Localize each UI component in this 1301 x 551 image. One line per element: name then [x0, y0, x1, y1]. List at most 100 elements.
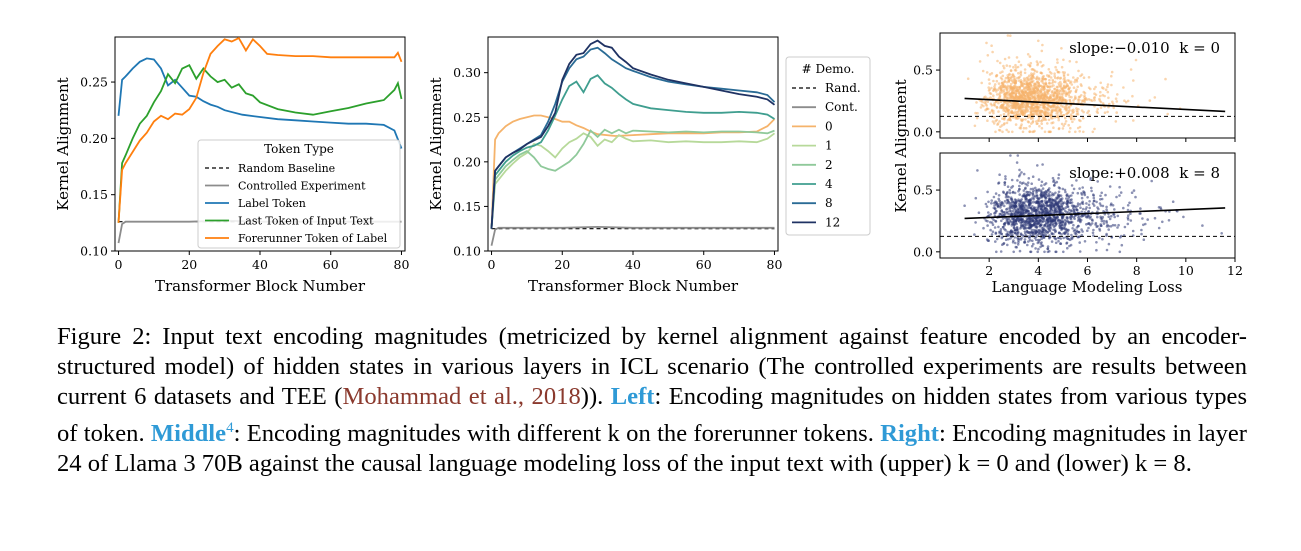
lower-scatter-point	[1093, 199, 1096, 203]
lower-scatter-point	[1018, 173, 1022, 176]
upper-scatter-point	[1072, 99, 1075, 102]
upper-scatter-point	[1111, 100, 1114, 104]
caption-text-5: : Encoding magnitudes in layer 24 of Lla…	[57, 419, 1247, 477]
lower-scatter-point	[1055, 197, 1058, 200]
upper-scatter-point	[1148, 99, 1152, 102]
upper-scatter-point	[1063, 122, 1067, 126]
lower-scatter-point	[1004, 238, 1008, 241]
upper-scatter-point	[1093, 96, 1096, 99]
lower-scatter-point	[1161, 220, 1164, 224]
upper-scatter-point	[1069, 89, 1073, 93]
lower-scatter-point	[1065, 210, 1068, 214]
footnote-marker[interactable]: 4	[226, 419, 234, 436]
lower-scatter-point	[984, 202, 988, 206]
upper-scatter-point	[1037, 39, 1040, 43]
lower-scatter-point	[1024, 182, 1027, 186]
upper-scatter-point	[1087, 76, 1091, 79]
upper-scatter-point	[1030, 122, 1033, 125]
upper-scatter-point	[1018, 103, 1021, 106]
upper-scatter-point	[1038, 109, 1042, 113]
upper-scatter-point	[992, 122, 996, 125]
lower-scatter-point	[1068, 244, 1071, 248]
lower-scatter-point	[1024, 210, 1028, 214]
upper-scatter-point	[998, 120, 1001, 123]
upper-scatter-point	[1056, 86, 1059, 89]
upper-scatter-point	[1061, 99, 1064, 103]
upper-scatter-point	[1065, 109, 1068, 112]
upper-scatter-point	[1012, 111, 1015, 115]
lower-scatter-point	[1020, 198, 1023, 201]
upper-scatter-point	[1066, 84, 1069, 87]
lower-scatter-point	[1087, 210, 1090, 213]
upper-scatter-point	[1129, 68, 1133, 71]
lower-scatter-point	[1012, 200, 1015, 204]
lower-scatter-point	[1048, 210, 1052, 213]
upper-scatter-point	[1059, 90, 1062, 93]
upper-scatter-point	[1115, 100, 1119, 103]
lower-scatter-point	[1035, 222, 1039, 226]
lower-scatter-point	[1009, 154, 1012, 157]
lower-scatter-point	[1007, 221, 1010, 225]
upper-scatter-point	[1075, 60, 1078, 64]
lower-scatter-point	[1000, 232, 1003, 235]
upper-scatter-point	[989, 96, 992, 99]
upper-scatter-point	[1045, 108, 1049, 112]
lower-scatter-point	[1111, 204, 1115, 207]
upper-scatter-point	[1063, 86, 1067, 90]
lower-scatter-point	[1086, 229, 1089, 232]
middle-legend-label-0: 0	[825, 119, 833, 133]
lower-scatter-point	[1063, 232, 1067, 235]
upper-scatter-point	[987, 86, 990, 89]
lower-scatter-point	[973, 233, 976, 236]
lower-scatter-point	[1037, 247, 1040, 251]
upper-scatter-point	[988, 73, 992, 76]
lower-scatter-point	[1078, 250, 1082, 253]
upper-scatter-point	[1023, 68, 1027, 71]
upper-scatter-point	[1076, 126, 1080, 130]
upper-scatter-point	[1015, 56, 1019, 59]
upper-scatter-point	[1056, 58, 1059, 61]
citation-link[interactable]: Mohammad et al., 2018	[342, 383, 581, 411]
upper-scatter-point	[1013, 75, 1016, 79]
lower-scatter-point	[1060, 211, 1064, 215]
upper-scatter-point	[987, 78, 991, 81]
upper-scatter-point	[981, 100, 984, 104]
upper-scatter-point	[995, 90, 998, 93]
lower-scatter-point	[1067, 228, 1070, 232]
upper-scatter-point	[1021, 84, 1024, 87]
lower-scatter-point	[1073, 214, 1077, 218]
upper-scatter-point	[1056, 114, 1060, 117]
lower-scatter-point	[1128, 201, 1131, 205]
lower-scatter-point	[974, 196, 978, 200]
lower-scatter-point	[1046, 250, 1050, 254]
upper-scatter-point	[1041, 116, 1045, 120]
upper-scatter-point	[1009, 82, 1013, 86]
upper-scatter-point	[1060, 122, 1064, 126]
lower-scatter-point	[1045, 207, 1049, 211]
upper-scatter-point	[1052, 126, 1055, 129]
lower-scatter-point	[1059, 237, 1063, 240]
upper-scatter-point	[1022, 93, 1026, 97]
upper-scatter-point	[1038, 106, 1041, 109]
lower-scatter-point	[1064, 220, 1067, 223]
lower-scatter-point	[1066, 198, 1070, 202]
upper-scatter-point	[1047, 96, 1051, 99]
lower-scatter-point	[1075, 233, 1078, 236]
upper-scatter-point	[1039, 60, 1042, 64]
upper-scatter-point	[1073, 95, 1077, 98]
lower-scatter-point	[1052, 232, 1055, 236]
upper-scatter-point	[1033, 69, 1037, 73]
upper-scatter-point	[1035, 110, 1038, 114]
middle-line-4	[490, 74, 775, 229]
lower-scatter-point	[1007, 217, 1011, 220]
lower-scatter-point	[1016, 179, 1019, 182]
upper-scatter-point	[1019, 127, 1023, 130]
upper-scatter-point	[1003, 57, 1007, 61]
lower-scatter-point	[1007, 200, 1011, 204]
upper-scatter-point	[1069, 113, 1073, 116]
upper-scatter-point	[1132, 119, 1135, 122]
lower-scatter-point	[1021, 219, 1025, 222]
left-legend-label-controlled-experiment: Controlled Experiment	[238, 180, 366, 193]
upper-scatter-point	[1043, 113, 1047, 116]
middle-legend-box	[785, 56, 871, 236]
